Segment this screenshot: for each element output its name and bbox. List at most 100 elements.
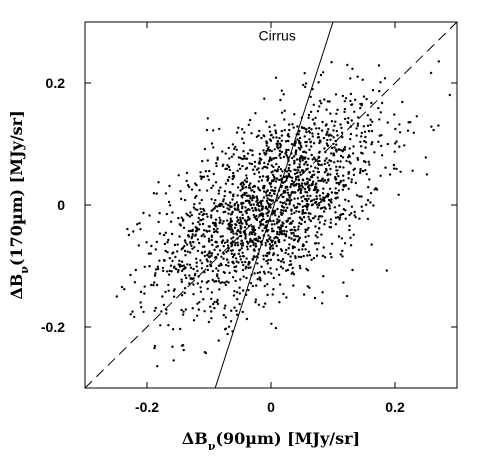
scatter-point: [203, 250, 207, 253]
scatter-point: [312, 257, 316, 260]
scatter-point: [321, 198, 324, 202]
scatter-point: [186, 214, 189, 217]
scatter-point: [236, 194, 239, 197]
scatter-point: [268, 182, 271, 185]
scatter-point: [218, 249, 222, 252]
scatter-point: [174, 255, 177, 259]
scatter-point: [298, 141, 301, 144]
scatter-point: [253, 196, 256, 199]
scatter-point: [184, 308, 188, 311]
scatter-point: [160, 310, 163, 313]
scatter-point: [301, 205, 305, 208]
scatter-point: [283, 201, 286, 204]
scatter-point: [299, 189, 303, 192]
scatter-point: [213, 202, 216, 205]
scatter-point: [235, 148, 238, 151]
scatter-point: [223, 271, 226, 275]
scatter-point: [337, 189, 341, 192]
scatter-point: [255, 214, 258, 218]
one-to-one-line: [84, 21, 458, 389]
scatter-point: [265, 149, 268, 153]
scatter-point: [216, 205, 219, 208]
scatter-point: [252, 209, 255, 212]
scatter-point: [215, 300, 219, 304]
scatter-point: [359, 140, 362, 144]
scatter-point: [276, 254, 279, 257]
scatter-point: [325, 133, 328, 137]
scatter-point: [268, 138, 272, 141]
scatter-point: [289, 259, 292, 263]
scatter-point: [327, 128, 330, 131]
scatter-point: [198, 212, 201, 216]
scatter-point: [316, 206, 319, 209]
scatter-point: [317, 189, 320, 192]
scatter-point: [180, 294, 184, 297]
scatter-point: [307, 113, 311, 117]
scatter-point: [205, 128, 209, 132]
scatter-point: [241, 185, 244, 188]
scatter-point: [353, 214, 356, 217]
scatter-point: [162, 269, 165, 273]
scatter-point: [311, 158, 314, 161]
scatter-point: [245, 276, 248, 280]
scatter-point: [303, 187, 307, 191]
scatter-point: [306, 181, 309, 185]
scatter-point: [274, 131, 278, 135]
scatter-point: [273, 157, 276, 160]
scatter-point: [267, 258, 270, 262]
scatter-point: [307, 197, 310, 200]
scatter-point: [335, 172, 339, 175]
scatter-point: [236, 298, 239, 301]
scatter-point: [287, 166, 290, 170]
scatter-point: [330, 134, 333, 137]
scatter-point: [219, 186, 222, 189]
scatter-point: [296, 138, 299, 141]
scatter-point: [210, 216, 213, 219]
scatter-point: [200, 251, 204, 254]
scatter-point: [207, 280, 210, 283]
scatter-point: [270, 272, 273, 275]
scatter-point: [301, 248, 304, 251]
scatter-point: [285, 170, 288, 173]
scatter-point: [241, 244, 245, 247]
scatter-point: [198, 301, 201, 304]
scatter-point: [269, 246, 272, 249]
scatter-point: [315, 127, 318, 130]
scatter-point: [368, 178, 371, 181]
scatter-point: [179, 327, 182, 331]
scatter-point: [241, 217, 245, 220]
scatter-point: [258, 209, 261, 212]
scatter-point: [325, 108, 328, 111]
scatter-point: [297, 228, 300, 231]
scatter-point: [266, 252, 269, 255]
scatter-point: [263, 184, 266, 188]
scatter-point: [265, 260, 268, 263]
scatter-point: [153, 344, 157, 348]
scatter-point: [206, 260, 209, 263]
scatter-point: [220, 255, 223, 258]
scatter-point: [253, 238, 256, 241]
scatter-point: [195, 184, 198, 187]
scatter-point: [348, 160, 351, 163]
x-axis-title-prefix: ΔB: [182, 429, 208, 448]
scatter-point: [316, 231, 319, 234]
scatter-point: [313, 173, 316, 176]
scatter-point: [271, 230, 274, 233]
scatter-point: [168, 184, 171, 188]
scatter-point: [265, 194, 268, 197]
scatter-point: [192, 267, 195, 271]
scatter-point: [369, 123, 372, 127]
scatter-point: [180, 278, 183, 281]
scatter-point: [283, 229, 286, 233]
scatter-point: [206, 159, 209, 162]
y-axis-title: ΔBν(170µm) [MJy/sr]: [7, 110, 31, 299]
scatter-point: [235, 291, 239, 294]
scatter-point: [223, 281, 226, 284]
scatter-point: [242, 183, 245, 186]
scatter-point: [268, 237, 271, 241]
scatter-point: [242, 150, 245, 153]
scatter-point: [293, 238, 297, 241]
scatter-point: [310, 128, 313, 131]
scatter-point: [238, 302, 241, 306]
scatter-point: [272, 288, 275, 291]
